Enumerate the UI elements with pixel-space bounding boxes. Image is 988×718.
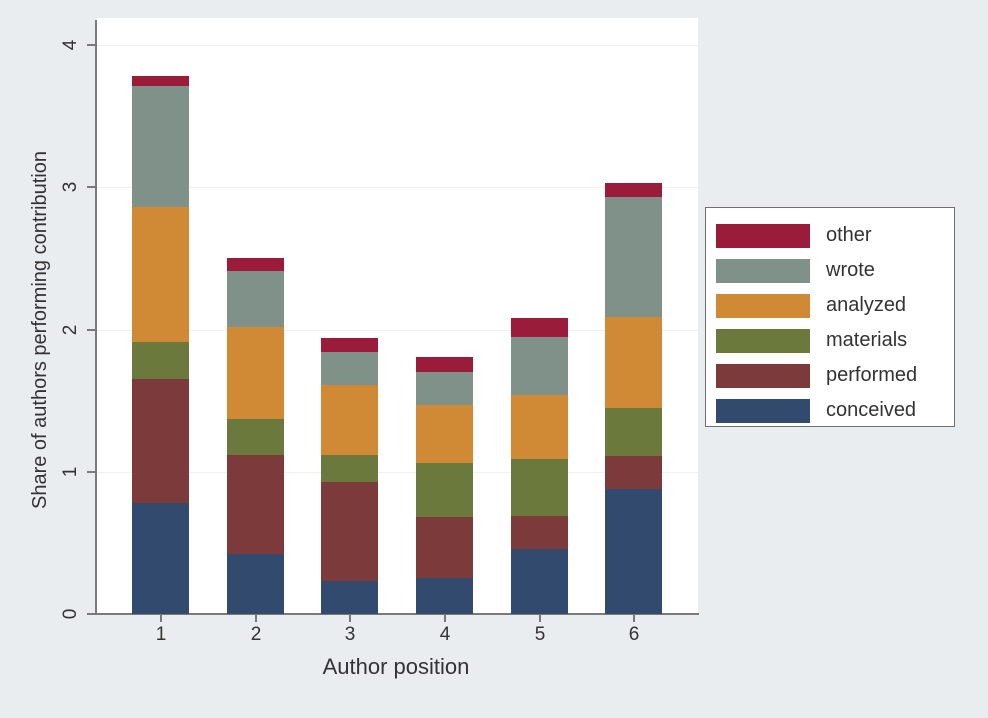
bar-segment-materials (416, 463, 473, 518)
legend-swatch (716, 363, 810, 388)
bar-segment-conceived (416, 578, 473, 614)
bar-segment-analyzed (416, 404, 473, 464)
x-tick-label: 1 (155, 624, 167, 645)
bar-segment-other (227, 258, 284, 272)
y-tick (87, 329, 96, 331)
x-tick-label: 4 (439, 624, 451, 645)
x-tick (444, 614, 446, 622)
bar-author-position-2 (227, 258, 284, 614)
legend-item-analyzed: analyzed (716, 288, 954, 323)
bar-segment-performed (605, 456, 662, 489)
bar-segment-performed (416, 517, 473, 579)
legend-label: other (826, 224, 872, 246)
y-tick-label: 4 (60, 39, 81, 51)
bar-segment-performed (321, 481, 378, 582)
x-axis-line (95, 613, 699, 615)
gridline (96, 330, 698, 331)
x-tick (349, 614, 351, 622)
y-tick-label: 3 (60, 181, 81, 193)
legend-item-other: other (716, 218, 954, 253)
bar-segment-materials (605, 407, 662, 457)
legend-label: analyzed (826, 294, 907, 316)
x-tick (160, 614, 162, 622)
legend-label: wrote (826, 259, 875, 281)
legend-item-wrote: wrote (716, 253, 954, 288)
y-axis-title: Share of authors performing contribution (29, 151, 51, 509)
y-tick (87, 44, 96, 46)
bar-segment-conceived (227, 554, 284, 614)
y-axis-line (95, 20, 97, 615)
x-axis-title: Author position (322, 654, 470, 679)
legend-item-materials: materials (716, 323, 954, 358)
legend-swatch (716, 258, 810, 283)
legend-swatch (716, 398, 810, 423)
bar-author-position-1 (132, 76, 189, 614)
y-tick-label: 2 (60, 324, 81, 336)
x-tick-label: 2 (250, 624, 262, 645)
x-tick (633, 614, 635, 622)
bar-segment-analyzed (132, 207, 189, 343)
bar-segment-materials (511, 458, 568, 516)
legend-item-performed: performed (716, 358, 954, 393)
bar-segment-other (605, 183, 662, 198)
bar-segment-conceived (132, 503, 189, 614)
y-tick-label: 1 (60, 466, 81, 478)
legend-item-conceived: conceived (716, 393, 954, 428)
bar-segment-performed (511, 515, 568, 549)
bar-segment-other (132, 76, 189, 87)
legend: other wrote analyzed materials performed… (705, 207, 955, 427)
gridline (96, 45, 698, 46)
y-tick (87, 186, 96, 188)
y-tick (87, 613, 96, 615)
bar-author-position-6 (605, 183, 662, 614)
gridline (96, 472, 698, 473)
bar-segment-wrote (416, 372, 473, 405)
bar-segment-wrote (321, 352, 378, 386)
bar-segment-performed (227, 454, 284, 555)
bar-segment-other (321, 338, 378, 353)
bar-segment-conceived (605, 488, 662, 614)
y-tick-label: 0 (60, 608, 81, 620)
bar-author-position-3 (321, 338, 378, 614)
bar-segment-other (416, 356, 473, 373)
plot-area (96, 18, 698, 614)
bar-segment-materials (227, 419, 284, 455)
x-tick (255, 614, 257, 622)
bar-segment-conceived (511, 548, 568, 614)
bar-author-position-5 (511, 318, 568, 614)
x-tick (539, 614, 541, 622)
bar-segment-performed (132, 379, 189, 504)
bar-segment-wrote (132, 86, 189, 208)
legend-label: conceived (826, 399, 917, 421)
bar-segment-materials (321, 454, 378, 482)
bar-segment-analyzed (511, 394, 568, 459)
bar-segment-other (511, 318, 568, 337)
bar-segment-materials (132, 342, 189, 380)
bar-segment-conceived (321, 581, 378, 614)
bar-segment-analyzed (605, 316, 662, 408)
legend-label: performed (826, 364, 918, 386)
bar-segment-analyzed (227, 326, 284, 420)
bar-segment-analyzed (321, 385, 378, 455)
bar-segment-wrote (605, 197, 662, 317)
bar-author-position-4 (416, 356, 473, 614)
x-tick-label: 3 (344, 624, 356, 645)
legend-label: materials (826, 329, 908, 351)
x-tick-label: 5 (534, 624, 546, 645)
x-tick-label: 6 (628, 624, 640, 645)
y-tick (87, 471, 96, 473)
legend-swatch (716, 223, 810, 248)
legend-swatch (716, 293, 810, 318)
bar-segment-wrote (227, 271, 284, 327)
legend-swatch (716, 328, 810, 353)
gridline (96, 187, 698, 188)
bar-segment-wrote (511, 336, 568, 395)
